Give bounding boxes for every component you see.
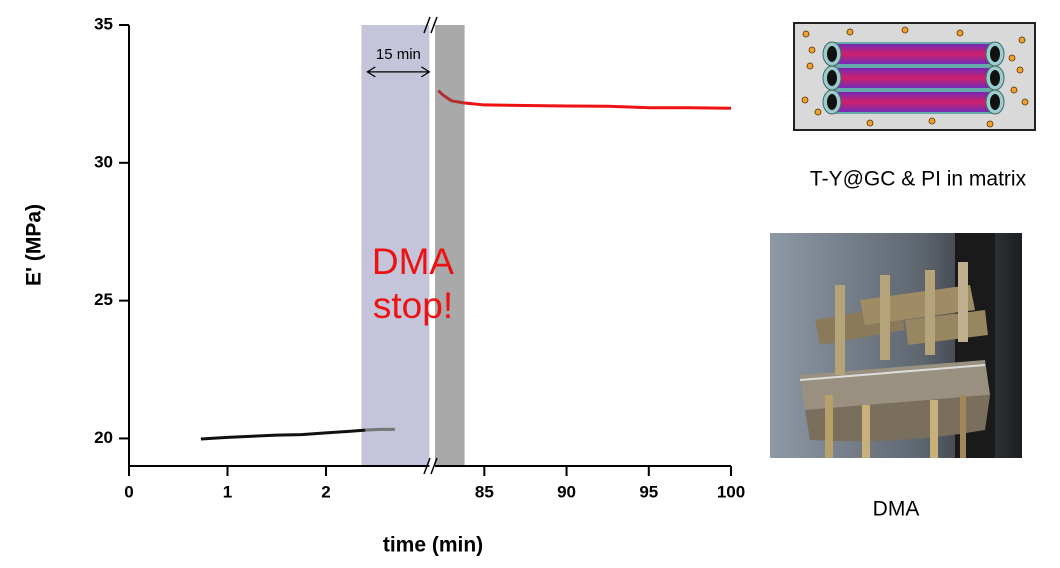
axis-break [423, 457, 438, 475]
x-tick-label: 85 [475, 482, 494, 501]
x-tick-label: 90 [557, 482, 576, 501]
schematic-caption: T-Y@GC & PI in matrix [810, 168, 1027, 191]
photo [770, 233, 1022, 458]
photo-caption: DMA [873, 498, 920, 521]
x-tick-label: 95 [639, 482, 658, 501]
x-axis-title: time (min) [383, 534, 483, 557]
stop-label: DMA [372, 241, 455, 282]
interval-label: 15 min [376, 46, 421, 63]
y-tick-label: 20 [94, 428, 113, 447]
data-line [464, 101, 732, 110]
data-line [200, 428, 366, 441]
x-tick-label: 2 [321, 482, 330, 501]
shaded-band [361, 25, 430, 466]
y-tick-label: 35 [94, 14, 113, 33]
x-tick-label: 100 [717, 482, 745, 501]
data-line [437, 89, 465, 105]
x-tick-label: 0 [124, 482, 133, 501]
stop-label: stop! [373, 285, 453, 326]
y-tick-label: 25 [94, 290, 113, 309]
x-tick-label: 1 [223, 482, 232, 501]
interval-arrow [366, 66, 431, 78]
y-tick-label: 30 [94, 152, 113, 171]
y-axis-title: E' (MPa) [23, 204, 46, 286]
schematic [793, 22, 1036, 131]
axis-break [423, 16, 438, 34]
data-line [365, 427, 395, 432]
